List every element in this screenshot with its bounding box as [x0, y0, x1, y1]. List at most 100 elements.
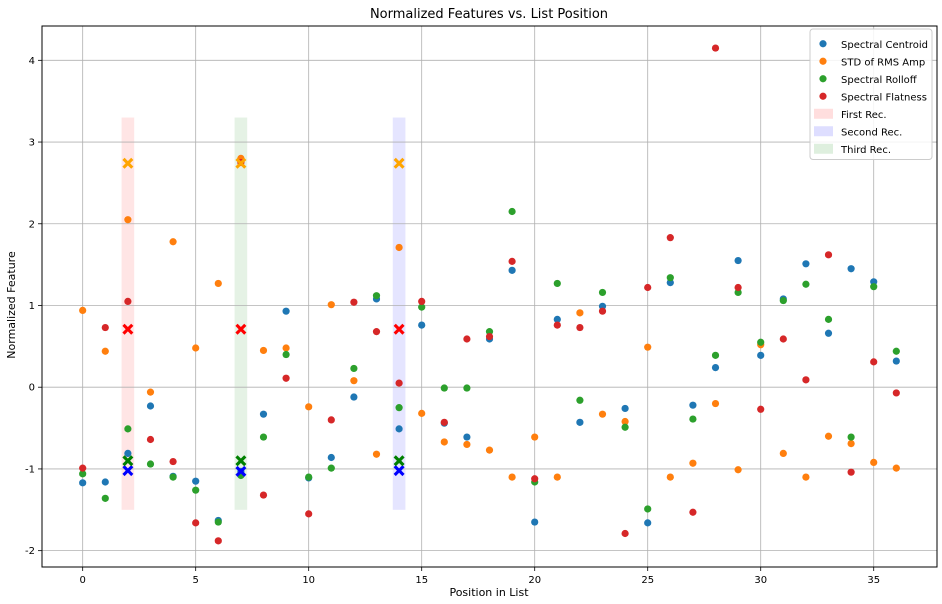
grid-lines — [42, 26, 937, 567]
point-series-0 — [350, 393, 358, 401]
point-series-0 — [192, 477, 200, 485]
point-series-1 — [508, 473, 516, 481]
point-series-1 — [621, 417, 629, 426]
point-series-1 — [644, 343, 652, 351]
legend-label: Spectral Flatness — [841, 92, 927, 103]
point-series-3 — [79, 464, 87, 472]
point-series-2 — [689, 415, 697, 423]
highlight-x-marker-0 — [122, 465, 134, 477]
legend-label: STD of RMS Amp — [841, 57, 925, 68]
point-series-2 — [350, 364, 358, 373]
point-series-1 — [734, 466, 742, 474]
y-axis-label: Normalized Feature — [5, 251, 18, 359]
x-tick-label: 15 — [415, 575, 428, 586]
axis-ticks: 0 5 10 15 20 25 30 35 -2 -1 0 1 2 3 4 — [25, 56, 880, 586]
point-series-3 — [282, 374, 290, 382]
y-tick-label: -2 — [25, 546, 35, 557]
point-series-3 — [757, 405, 765, 413]
point-series-2 — [824, 315, 833, 323]
point-series-3 — [418, 297, 426, 306]
point-series-3 — [440, 418, 448, 426]
point-series-3 — [372, 328, 381, 336]
point-series-3 — [847, 468, 855, 476]
highlight-x-marker-3 — [122, 323, 134, 335]
point-series-3 — [621, 529, 629, 538]
point-series-2 — [802, 280, 810, 288]
legend-label: Spectral Rolloff — [841, 75, 918, 86]
recommendation-spans — [121, 117, 406, 510]
point-series-1 — [327, 301, 335, 309]
legend: Spectral Centroid STD of RMS Amp Spectral … — [809, 28, 933, 160]
point-series-3 — [214, 537, 222, 545]
highlight-x-marker-0 — [393, 465, 405, 477]
point-series-3 — [644, 283, 652, 292]
highlight-x-marker-3 — [235, 323, 247, 335]
point-series-0 — [689, 401, 697, 409]
y-tick-label: 1 — [29, 301, 35, 312]
point-series-3 — [666, 234, 674, 242]
point-series-0 — [395, 425, 403, 433]
point-series-1 — [372, 450, 381, 458]
point-series-1 — [802, 473, 810, 481]
point-series-1 — [779, 449, 787, 458]
point-series-3 — [553, 321, 561, 329]
legend-marker — [819, 92, 827, 100]
point-series-0 — [621, 404, 629, 413]
point-series-2 — [870, 283, 878, 291]
legend-label: First Rec. — [841, 110, 887, 121]
point-series-1 — [892, 464, 900, 472]
point-series-3 — [395, 379, 403, 387]
point-series-2 — [892, 347, 900, 355]
highlight-x-marker-3 — [393, 323, 405, 335]
point-series-2 — [101, 494, 109, 502]
point-series-3 — [802, 376, 810, 384]
point-series-3 — [870, 358, 878, 366]
point-series-0 — [282, 307, 290, 315]
point-series-2 — [327, 464, 335, 472]
y-tick-label: -1 — [25, 464, 35, 475]
point-series-0 — [644, 519, 652, 527]
point-series-2 — [463, 384, 471, 392]
point-series-3 — [689, 508, 697, 516]
point-series-1 — [418, 409, 426, 417]
point-series-1 — [259, 346, 268, 355]
point-series-3 — [576, 323, 584, 332]
point-series-3 — [508, 257, 516, 265]
point-series-1 — [192, 344, 200, 352]
point-series-3 — [259, 491, 268, 499]
point-series-3 — [485, 332, 494, 341]
point-series-2 — [146, 460, 155, 468]
point-series-0 — [508, 266, 516, 274]
x-tick-label: 35 — [867, 575, 880, 586]
point-series-0 — [734, 256, 742, 265]
point-series-3 — [892, 389, 900, 397]
point-series-1 — [531, 433, 539, 441]
highlight-markers — [122, 157, 405, 477]
span-2 — [234, 117, 248, 510]
point-series-1 — [463, 440, 471, 449]
point-series-1 — [847, 439, 855, 448]
point-series-3 — [327, 416, 335, 424]
point-series-3 — [598, 307, 607, 315]
point-series-2 — [644, 505, 652, 513]
point-series-1 — [350, 377, 358, 385]
point-series-2 — [576, 396, 584, 404]
point-series-2 — [440, 384, 448, 392]
point-series-0 — [124, 449, 132, 458]
point-series-1 — [395, 243, 403, 252]
point-series-1 — [214, 279, 222, 288]
point-series-3 — [824, 251, 833, 259]
highlight-x-marker-0 — [235, 465, 247, 477]
point-series-2 — [757, 338, 765, 346]
point-series-2 — [79, 470, 87, 478]
point-series-1 — [79, 306, 87, 314]
data-points — [79, 44, 900, 545]
highlight-x-marker-2 — [235, 455, 247, 467]
point-series-2 — [711, 351, 720, 359]
legend-label: Second Rec. — [841, 127, 902, 138]
point-series-2 — [124, 425, 132, 433]
legend-label: Third Rec. — [840, 145, 891, 156]
legend-marker — [819, 75, 827, 83]
point-series-2 — [508, 207, 516, 216]
point-series-3 — [350, 298, 358, 306]
